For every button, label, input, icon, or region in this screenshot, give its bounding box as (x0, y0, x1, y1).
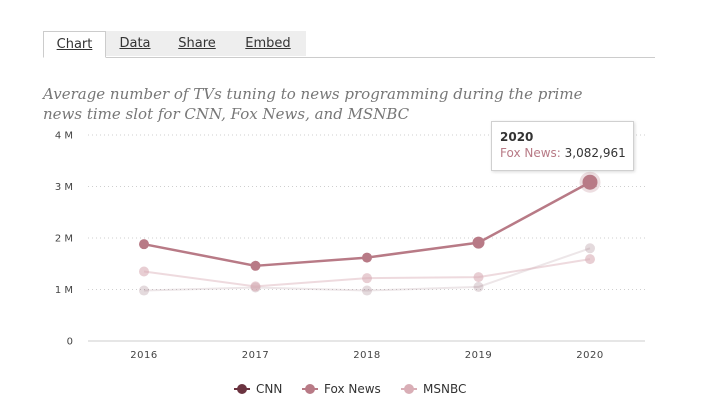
tab-embed[interactable]: Embed (230, 31, 306, 56)
legend-swatch-icon (234, 384, 250, 394)
legend: CNN Fox News MSNBC (0, 379, 721, 399)
series-group (139, 171, 601, 296)
data-point-cnn (139, 285, 149, 296)
legend-label: CNN (256, 382, 283, 396)
data-point-cnn (585, 243, 595, 254)
legend-swatch-icon (401, 384, 417, 394)
y-tick-label: 1 M (55, 285, 73, 296)
tab-data[interactable]: Data (106, 31, 164, 56)
y-tick-label: 3 M (55, 182, 73, 193)
tooltip: 2020 Fox News: 3,082,961 (491, 121, 634, 171)
legend-label: Fox News (324, 382, 381, 396)
x-tick-label: 2019 (465, 350, 492, 361)
data-point-msnbc (473, 272, 484, 283)
tooltip-value: 3,082,961 (564, 146, 626, 160)
data-point-fox (362, 252, 372, 263)
y-tick-label: 2 M (55, 234, 73, 245)
tooltip-title: 2020 (500, 130, 534, 144)
legend-label: MSNBC (423, 382, 467, 396)
data-point-fox (250, 260, 261, 271)
y-tick-label: 0 (67, 337, 73, 348)
x-tick-label: 2020 (576, 350, 603, 361)
data-point-msnbc (585, 254, 595, 265)
tab-chart[interactable]: Chart (43, 31, 106, 58)
y-axis: 0 1 M 2 M 3 M 4 M (55, 131, 73, 348)
x-tick-label: 2018 (353, 350, 380, 361)
data-point-fox (472, 236, 485, 249)
data-point-cnn (473, 281, 484, 292)
series-line-cnn (143, 247, 591, 292)
legend-swatch-icon (302, 384, 318, 394)
data-point-msnbc (362, 273, 372, 284)
x-tick-label: 2017 (242, 350, 269, 361)
data-point-msnbc (139, 266, 149, 277)
data-point-fox (139, 239, 149, 250)
legend-item-cnn[interactable]: CNN (234, 379, 282, 399)
y-tick-label: 4 M (55, 131, 73, 142)
chart-subtitle: Average number of TVs tuning to news pro… (43, 85, 583, 123)
tooltip-series-name: Fox News: (500, 146, 561, 160)
chart-tabs: Data Share Embed Chart (43, 31, 655, 58)
data-point-fox (582, 174, 598, 190)
data-point-cnn (362, 285, 372, 296)
data-point-msnbc (250, 281, 261, 292)
x-axis: 2016 2017 2018 2019 2020 (130, 350, 603, 361)
tooltip-line: Fox News: 3,082,961 (500, 145, 633, 162)
tab-share[interactable]: Share (164, 31, 230, 56)
legend-item-fox-news[interactable]: Fox News (302, 379, 381, 399)
legend-item-msnbc[interactable]: MSNBC (401, 379, 466, 399)
x-tick-label: 2016 (130, 350, 157, 361)
